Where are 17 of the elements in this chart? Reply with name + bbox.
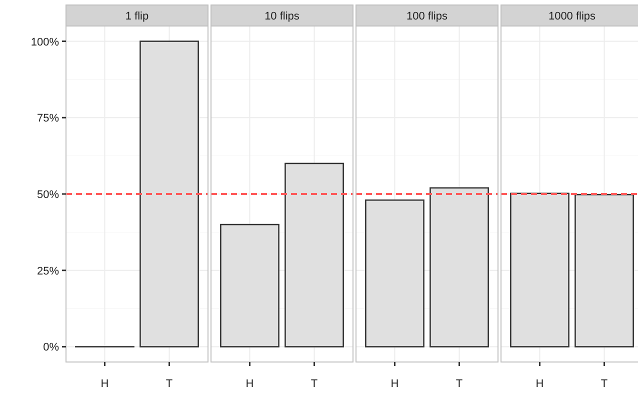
- y-tick-label: 0%: [43, 342, 60, 354]
- y-tick-label: 25%: [36, 265, 60, 278]
- chart-title: 10 flips: [264, 10, 300, 22]
- x-tick-label: H: [100, 378, 109, 390]
- x-tick-label: H: [536, 378, 544, 390]
- x-tick-label: T: [166, 378, 173, 390]
- y-tick-label: 100%: [30, 36, 60, 48]
- y-tick-label: 75%: [36, 112, 60, 125]
- chart-title: 1000 flips: [548, 10, 596, 22]
- y-tick-label: 50%: [36, 189, 60, 201]
- x-tick-label: H: [390, 378, 399, 390]
- chart-title: 100 flips: [406, 10, 448, 22]
- chart-title: 1 flip: [125, 10, 149, 22]
- x-tick-label: T: [456, 378, 463, 390]
- x-tick-label: T: [310, 378, 318, 390]
- x-tick-label: T: [600, 378, 608, 390]
- x-tick-label: H: [246, 378, 254, 390]
